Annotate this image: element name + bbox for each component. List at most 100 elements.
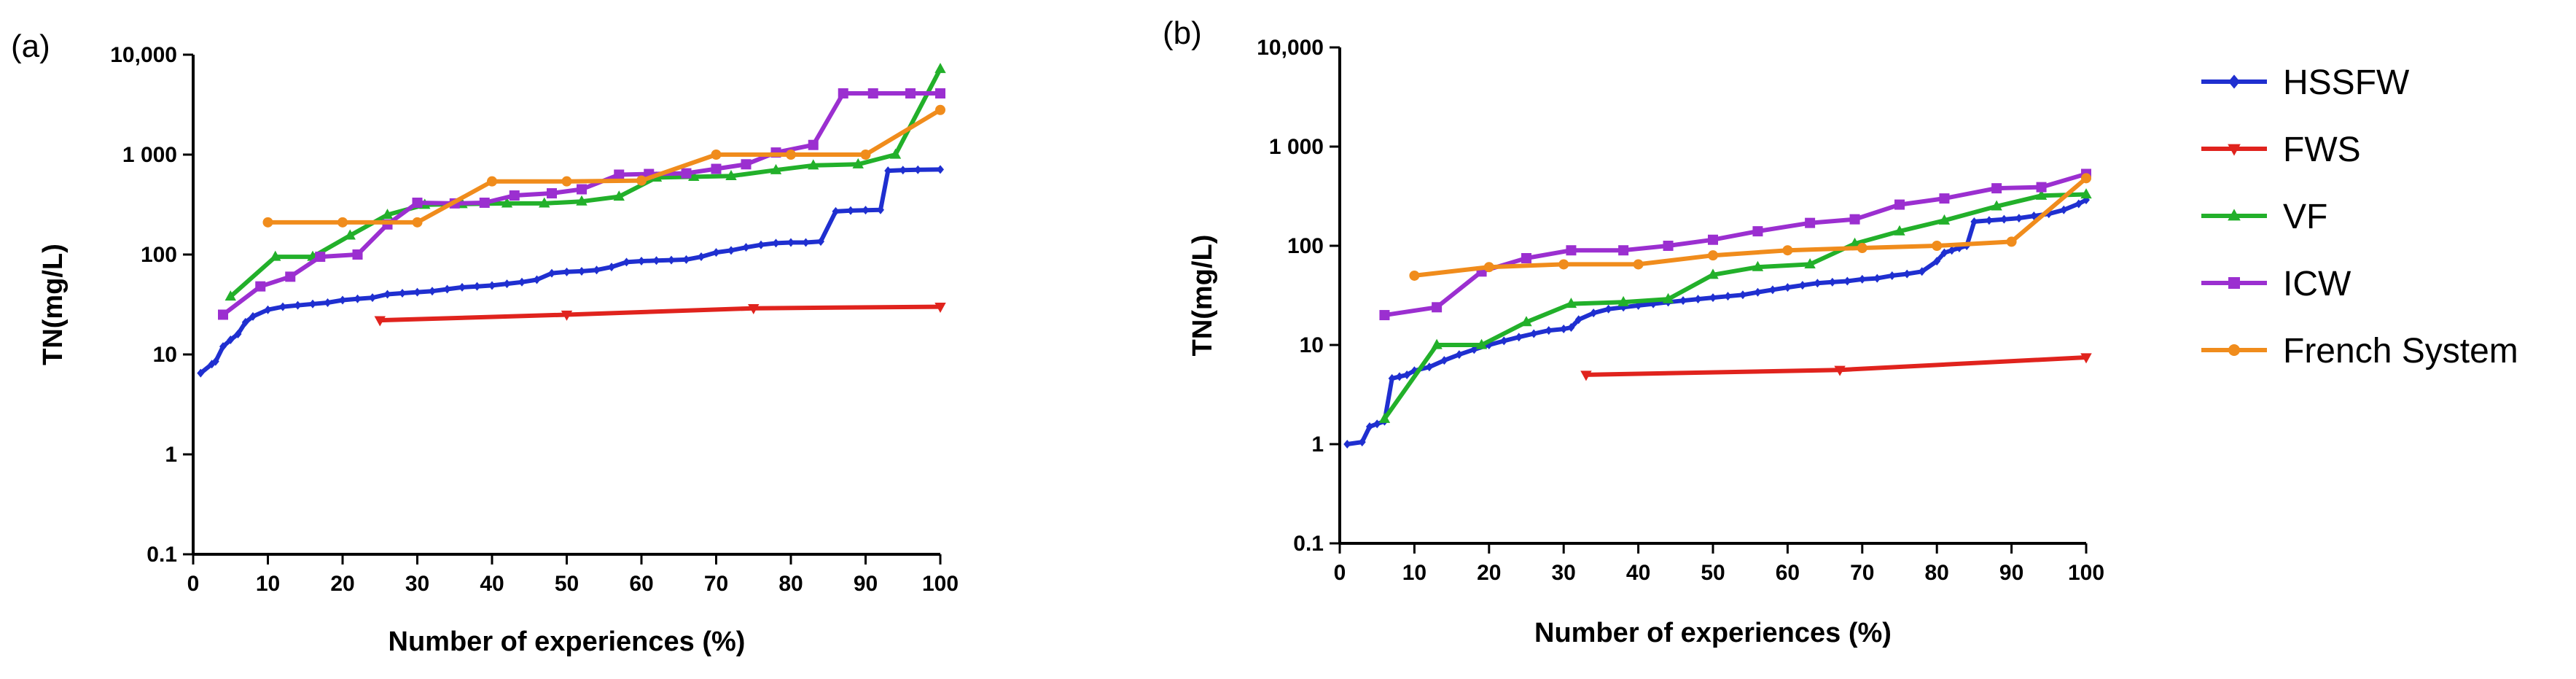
data-point [770,163,782,174]
data-point [1343,440,1351,449]
series-vf [1378,188,2092,423]
y-tick-label: 0.1 [147,543,177,567]
data-point [1894,225,1905,236]
data-point [742,243,750,252]
data-point [1903,269,1911,279]
data-point [1560,325,1568,334]
data-point [1932,241,1943,251]
data-point [1694,295,1702,304]
y-tick-label: 0.1 [1293,532,1324,556]
chart-panel-a: (a) 0.1 1 10 100 1 000 10,000 0 10 20 30 40 50 60 70 80… [11,28,959,657]
data-point [889,148,902,159]
data-point [1431,338,1443,349]
data-point [578,266,585,276]
data-point [741,159,752,170]
data-point [681,168,692,179]
data-point [2006,236,2017,247]
data-point [914,165,922,174]
data-point [255,281,266,292]
data-point [1545,326,1553,335]
data-point [899,166,907,175]
data-point [1455,350,1463,360]
x-tick-label: 40 [1626,561,1650,585]
data-point [712,248,720,257]
data-point [860,150,871,160]
data-point [838,88,848,99]
data-point [1530,329,1538,338]
data-point [279,302,286,311]
data-point [934,303,946,314]
x-tick-label: 20 [1477,561,1501,585]
data-point [1604,304,1612,314]
data-point [1475,338,1488,349]
data-point [412,197,423,208]
data-point [1985,216,1993,225]
data-point [2000,214,2008,224]
data-point [711,150,722,160]
data-point [1814,279,1822,288]
data-point [1752,260,1764,271]
data-point [1918,267,1926,276]
data-point [309,299,316,309]
data-point [727,246,735,255]
data-point [852,158,864,168]
data-point [1707,268,1719,279]
x-tick-label: 80 [778,572,803,596]
data-point [757,240,765,249]
data-point [808,159,819,170]
data-point [1521,252,1531,263]
legend-entry-fws: FWS [2201,131,2361,169]
data-point [1515,333,1523,342]
data-point [561,176,572,187]
data-point [817,237,824,247]
panel-label: (a) [11,28,50,64]
data-point [1565,298,1577,309]
data-point [593,265,601,275]
data-point [218,309,228,320]
data-point [1358,438,1366,447]
y-tick-label: 10,000 [1257,36,1324,60]
data-point [1432,302,1443,313]
data-point [1768,285,1776,295]
series-french-system [1409,173,2091,281]
data-point [561,310,573,321]
data-point [1849,237,1861,248]
data-point [1970,217,1978,226]
data-point [576,195,588,206]
data-point [682,255,690,264]
series-hssfw [1343,195,2090,449]
y-tick-label: 1 [165,443,177,467]
data-point [443,284,451,294]
data-point [772,238,780,248]
y-tick-label: 1 [1311,432,1324,457]
legend-entry-hssfw: HSSFW [2201,63,2410,102]
data-point [884,166,892,176]
data-point [1373,419,1381,429]
y-tick-label: 1 000 [1269,135,1324,159]
data-point [270,250,281,261]
data-point [1566,245,1577,256]
data-point [935,104,945,115]
data-point [802,238,810,247]
series-fws [374,303,946,327]
data-point [1738,290,1746,300]
x-tick-label: 100 [2068,561,2104,585]
data-point [1804,258,1816,269]
legend-marker [2228,144,2241,156]
data-point [652,256,660,265]
data-point [344,229,356,240]
data-point [832,206,840,216]
data-point [2035,189,2048,200]
data-point [1843,276,1851,286]
data-point [352,249,363,260]
data-point [383,290,391,299]
series-line [1414,176,2088,278]
data-point [1440,356,1448,365]
x-tick-label: 60 [1776,561,1800,585]
data-point [636,175,647,186]
data-point [808,139,819,150]
data-point [698,252,705,262]
data-point [905,88,916,99]
legend-marker [2228,344,2240,356]
data-point [1991,200,2002,211]
